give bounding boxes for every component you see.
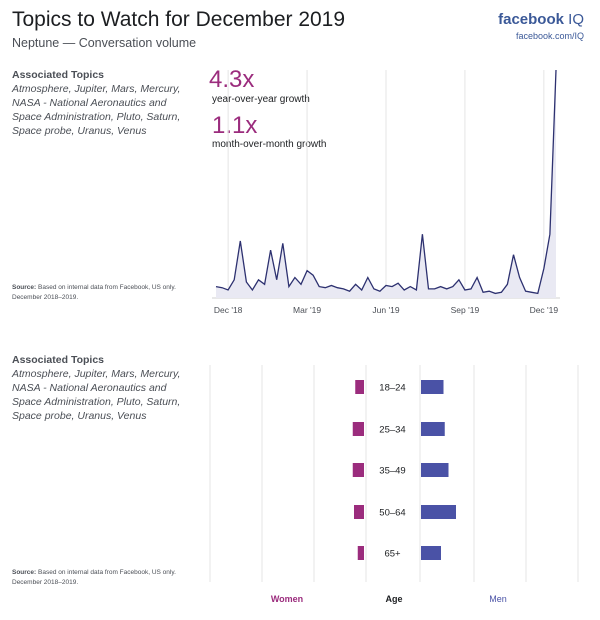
age-axis-label: Age: [385, 594, 402, 604]
source-note-2: Source: Based on internal data from Face…: [12, 568, 182, 588]
women-bar: [357, 546, 364, 560]
women-axis-label: Women: [271, 594, 303, 604]
brand-url: facebook.com/IQ: [515, 31, 584, 41]
mom-growth-value: 1.1x: [212, 112, 258, 139]
source-label: Source:: [12, 284, 37, 291]
brand-logo: facebook IQ: [498, 11, 584, 28]
women-bar: [352, 422, 364, 436]
age-category-label: 25–34: [379, 425, 405, 436]
age-category-label: 50–64: [379, 508, 405, 519]
x-tick-label: Sep '19: [451, 305, 480, 315]
yoy-growth-label: year-over-year growth: [212, 94, 310, 105]
age-category-label: 35–49: [379, 466, 405, 477]
age-category-label: 18–24: [379, 383, 405, 394]
women-bar: [355, 380, 364, 394]
x-tick-label: Dec '18: [214, 305, 243, 315]
brand-name: facebook: [498, 11, 564, 28]
source-label-2: Source:: [12, 569, 37, 576]
associated-topics-heading: Associated Topics: [12, 69, 104, 81]
men-bar: [421, 546, 441, 560]
age-category-label: 65+: [384, 549, 401, 560]
men-bar: [421, 380, 444, 394]
x-tick-label: Jun '19: [372, 305, 399, 315]
men-axis-label: Men: [489, 594, 507, 604]
men-bar: [421, 463, 449, 477]
x-tick-label: Mar '19: [293, 305, 321, 315]
yoy-growth-value: 4.3x: [209, 66, 255, 93]
associated-topics-list-2: Atmosphere, Jupiter, Mars, Mercury, NASA…: [12, 368, 181, 422]
page-title: Topics to Watch for December 2019: [12, 8, 346, 31]
associated-topics-list: Atmosphere, Jupiter, Mars, Mercury, NASA…: [12, 83, 181, 137]
x-tick-label: Dec '19: [530, 305, 559, 315]
volume-line: [215, 69, 557, 295]
women-bar: [352, 463, 364, 477]
mom-growth-label: month-over-month growth: [212, 139, 327, 150]
line-chart: Dec '18 Mar '19 Jun '19 Sep '19 Dec '19: [212, 69, 560, 315]
men-bar: [421, 422, 445, 436]
source-text-2: Based on internal data from Facebook, US…: [12, 569, 176, 586]
source-text: Based on internal data from Facebook, US…: [12, 284, 176, 301]
source-note: Source: Based on internal data from Face…: [12, 283, 182, 303]
men-bar: [421, 505, 456, 519]
demographics-chart: 18–24 25–34 35–49 50–64 65+ Women Age Men: [209, 365, 579, 604]
associated-topics-heading-2: Associated Topics: [12, 354, 104, 366]
page-subtitle: Neptune — Conversation volume: [12, 36, 197, 50]
women-bar: [354, 505, 364, 519]
brand-suffix: IQ: [568, 11, 584, 28]
